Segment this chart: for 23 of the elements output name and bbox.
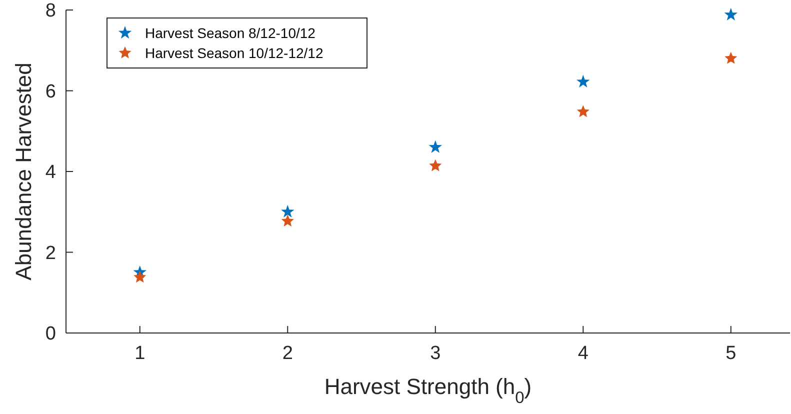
x-tick-label: 5	[726, 343, 736, 364]
y-tick-label: 4	[45, 162, 56, 184]
y-axis-title: Abundance Harvested	[11, 62, 36, 280]
x-tick-label: 4	[578, 343, 589, 364]
y-tick-label: 2	[45, 242, 56, 264]
point	[280, 204, 294, 218]
point	[576, 105, 590, 118]
x-tick-label: 3	[430, 343, 441, 364]
point	[429, 159, 442, 172]
y-tick-label: 8	[45, 0, 56, 22]
point	[724, 52, 738, 64]
legend-label: Harvest Season 10/12-12/12	[145, 44, 324, 61]
y-tick-label: 0	[45, 324, 56, 345]
x-tick-label: 1	[134, 343, 146, 364]
point	[724, 8, 738, 21]
point	[428, 140, 442, 153]
point	[576, 74, 590, 88]
point	[281, 214, 294, 226]
legend-label: Harvest Season 8/12-10/12	[145, 24, 316, 41]
x-tick-label: 2	[282, 343, 293, 364]
y-tick-label: 6	[45, 81, 56, 102]
x-axis-title: Harvest Strength (h$_{0}$)	[324, 374, 532, 407]
point	[134, 270, 146, 283]
